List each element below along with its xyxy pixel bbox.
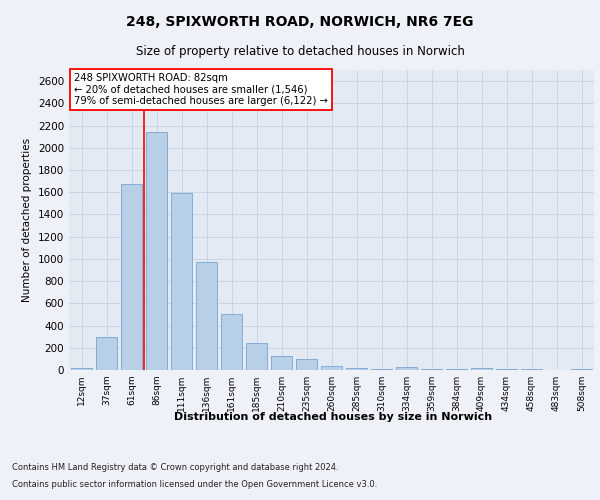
Bar — [421, 369, 442, 370]
Bar — [246, 343, 267, 370]
Bar — [571, 369, 592, 370]
Bar — [346, 368, 367, 370]
Bar — [221, 314, 242, 370]
Bar — [96, 336, 117, 370]
Bar — [146, 132, 167, 370]
Y-axis label: Number of detached properties: Number of detached properties — [22, 138, 32, 302]
Text: Contains public sector information licensed under the Open Government Licence v3: Contains public sector information licen… — [12, 480, 377, 489]
Bar — [321, 366, 342, 370]
Bar — [171, 193, 192, 370]
Bar — [371, 369, 392, 370]
Bar — [396, 367, 417, 370]
Text: Distribution of detached houses by size in Norwich: Distribution of detached houses by size … — [174, 412, 492, 422]
Bar — [71, 368, 92, 370]
Text: 248 SPIXWORTH ROAD: 82sqm
← 20% of detached houses are smaller (1,546)
79% of se: 248 SPIXWORTH ROAD: 82sqm ← 20% of detac… — [74, 73, 328, 106]
Bar — [196, 262, 217, 370]
Bar — [271, 356, 292, 370]
Bar — [121, 184, 142, 370]
Text: Size of property relative to detached houses in Norwich: Size of property relative to detached ho… — [136, 45, 464, 58]
Bar — [296, 359, 317, 370]
Bar — [471, 368, 492, 370]
Text: Contains HM Land Registry data © Crown copyright and database right 2024.: Contains HM Land Registry data © Crown c… — [12, 462, 338, 471]
Text: 248, SPIXWORTH ROAD, NORWICH, NR6 7EG: 248, SPIXWORTH ROAD, NORWICH, NR6 7EG — [126, 15, 474, 29]
